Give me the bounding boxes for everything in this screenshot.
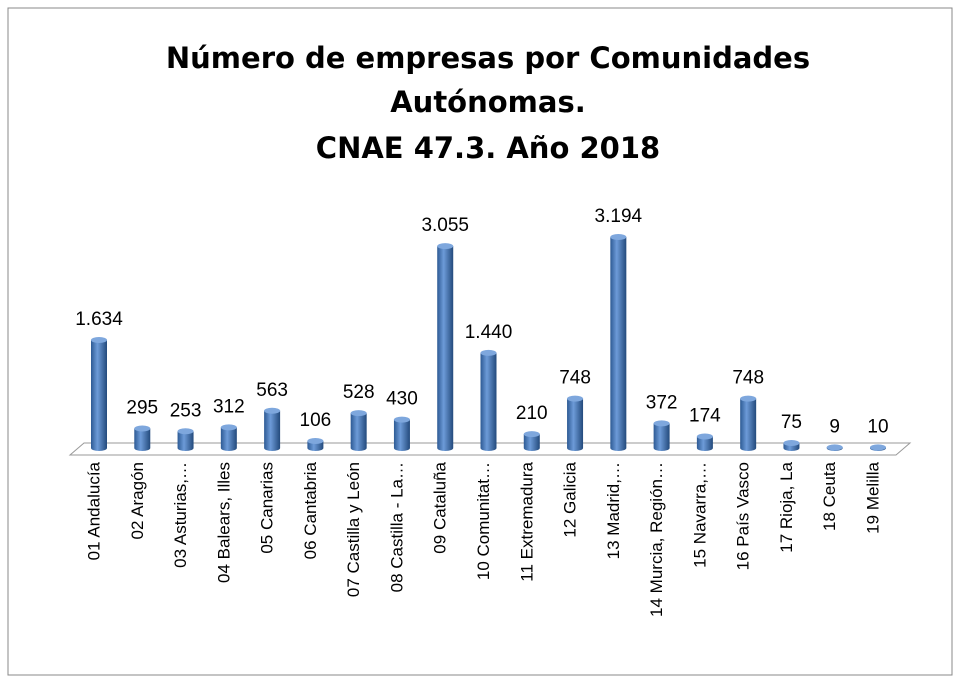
bar (437, 246, 454, 452)
bar (740, 398, 757, 452)
bar-top (350, 410, 367, 417)
value-label: 1.634 (75, 309, 123, 330)
bar (610, 237, 627, 452)
value-label: 75 (781, 412, 802, 433)
value-label: 106 (300, 410, 332, 431)
x-tick-label: 07 Castilla y León (344, 462, 363, 597)
bar (696, 436, 713, 452)
x-tick-label: 16 País Vasco (734, 462, 753, 570)
x-tick-label: 15 Navarra,… (690, 462, 709, 568)
bar-top (610, 234, 627, 240)
x-tick-label: 06 Cantabria (301, 461, 320, 559)
x-tick-label: 02 Aragón (128, 462, 147, 540)
x-tick-label: 17 Rioja, La (777, 461, 796, 552)
bar-top (870, 444, 886, 451)
bar (264, 410, 281, 452)
bar-top (220, 424, 237, 431)
chart-title: CNAE 47.3. Año 2018 (316, 131, 660, 165)
bar-top (740, 395, 757, 402)
bar-top (91, 337, 107, 344)
bar-top (653, 420, 670, 427)
bar-top (134, 425, 151, 432)
x-tick-label: 10 Comunitat… (474, 462, 493, 580)
x-tick-label: 11 Extremadura (517, 461, 536, 581)
x-tick-label: 14 Murcia, Región… (647, 462, 666, 617)
value-label: 210 (516, 403, 548, 424)
value-label: 3.194 (595, 206, 643, 227)
value-label: 295 (126, 398, 158, 419)
x-tick-label: 01 Andalucía (84, 461, 103, 560)
bar-top (437, 243, 454, 250)
value-label: 174 (689, 406, 721, 427)
value-label: 748 (732, 368, 764, 389)
bar (350, 413, 367, 452)
bar-top (826, 444, 843, 451)
value-label: 10 (867, 416, 888, 437)
x-tick-label: 04 Balears, Illes (214, 462, 233, 583)
value-label: 528 (343, 382, 375, 403)
value-label: 748 (559, 368, 591, 389)
bar-top (783, 440, 800, 447)
bar (480, 352, 497, 452)
bar-top (480, 349, 497, 356)
chart-frame (7, 7, 953, 676)
value-label: 430 (386, 389, 418, 410)
x-tick-label: 13 Madrid,… (604, 462, 623, 559)
x-tick-label: 08 Castilla - La… (387, 462, 406, 592)
x-tick-label: 05 Canarias (258, 462, 277, 554)
bar-top (567, 395, 584, 402)
x-tick-label: 19 Melilla (863, 461, 882, 533)
chart-title: Número de empresas por Comunidades (166, 41, 810, 75)
bar-top (307, 437, 324, 444)
value-label: 563 (256, 380, 288, 401)
value-label: 372 (646, 392, 678, 413)
chart-title: Autónomas. (390, 85, 586, 119)
value-label: 253 (170, 400, 202, 421)
bar (653, 423, 670, 452)
bar (523, 434, 540, 452)
bar (91, 340, 107, 451)
bar (567, 398, 584, 452)
bar-top (393, 416, 410, 423)
bar-top (523, 431, 540, 438)
value-label: 9 (829, 416, 840, 437)
bar-top (264, 407, 281, 414)
bar (220, 427, 237, 452)
x-tick-label: 18 Ceuta (820, 461, 839, 531)
bar (393, 419, 410, 452)
value-label: 3.055 (421, 215, 469, 236)
x-tick-label: 09 Cataluña (431, 461, 450, 553)
x-tick-label: 03 Asturias,… (171, 462, 190, 568)
bar-top (696, 433, 713, 440)
bar-top (177, 428, 194, 435)
x-tick-label: 12 Galicia (561, 461, 580, 537)
value-label: 312 (213, 396, 245, 417)
value-label: 1.440 (465, 322, 513, 343)
bar (134, 428, 151, 452)
bar (177, 431, 194, 452)
